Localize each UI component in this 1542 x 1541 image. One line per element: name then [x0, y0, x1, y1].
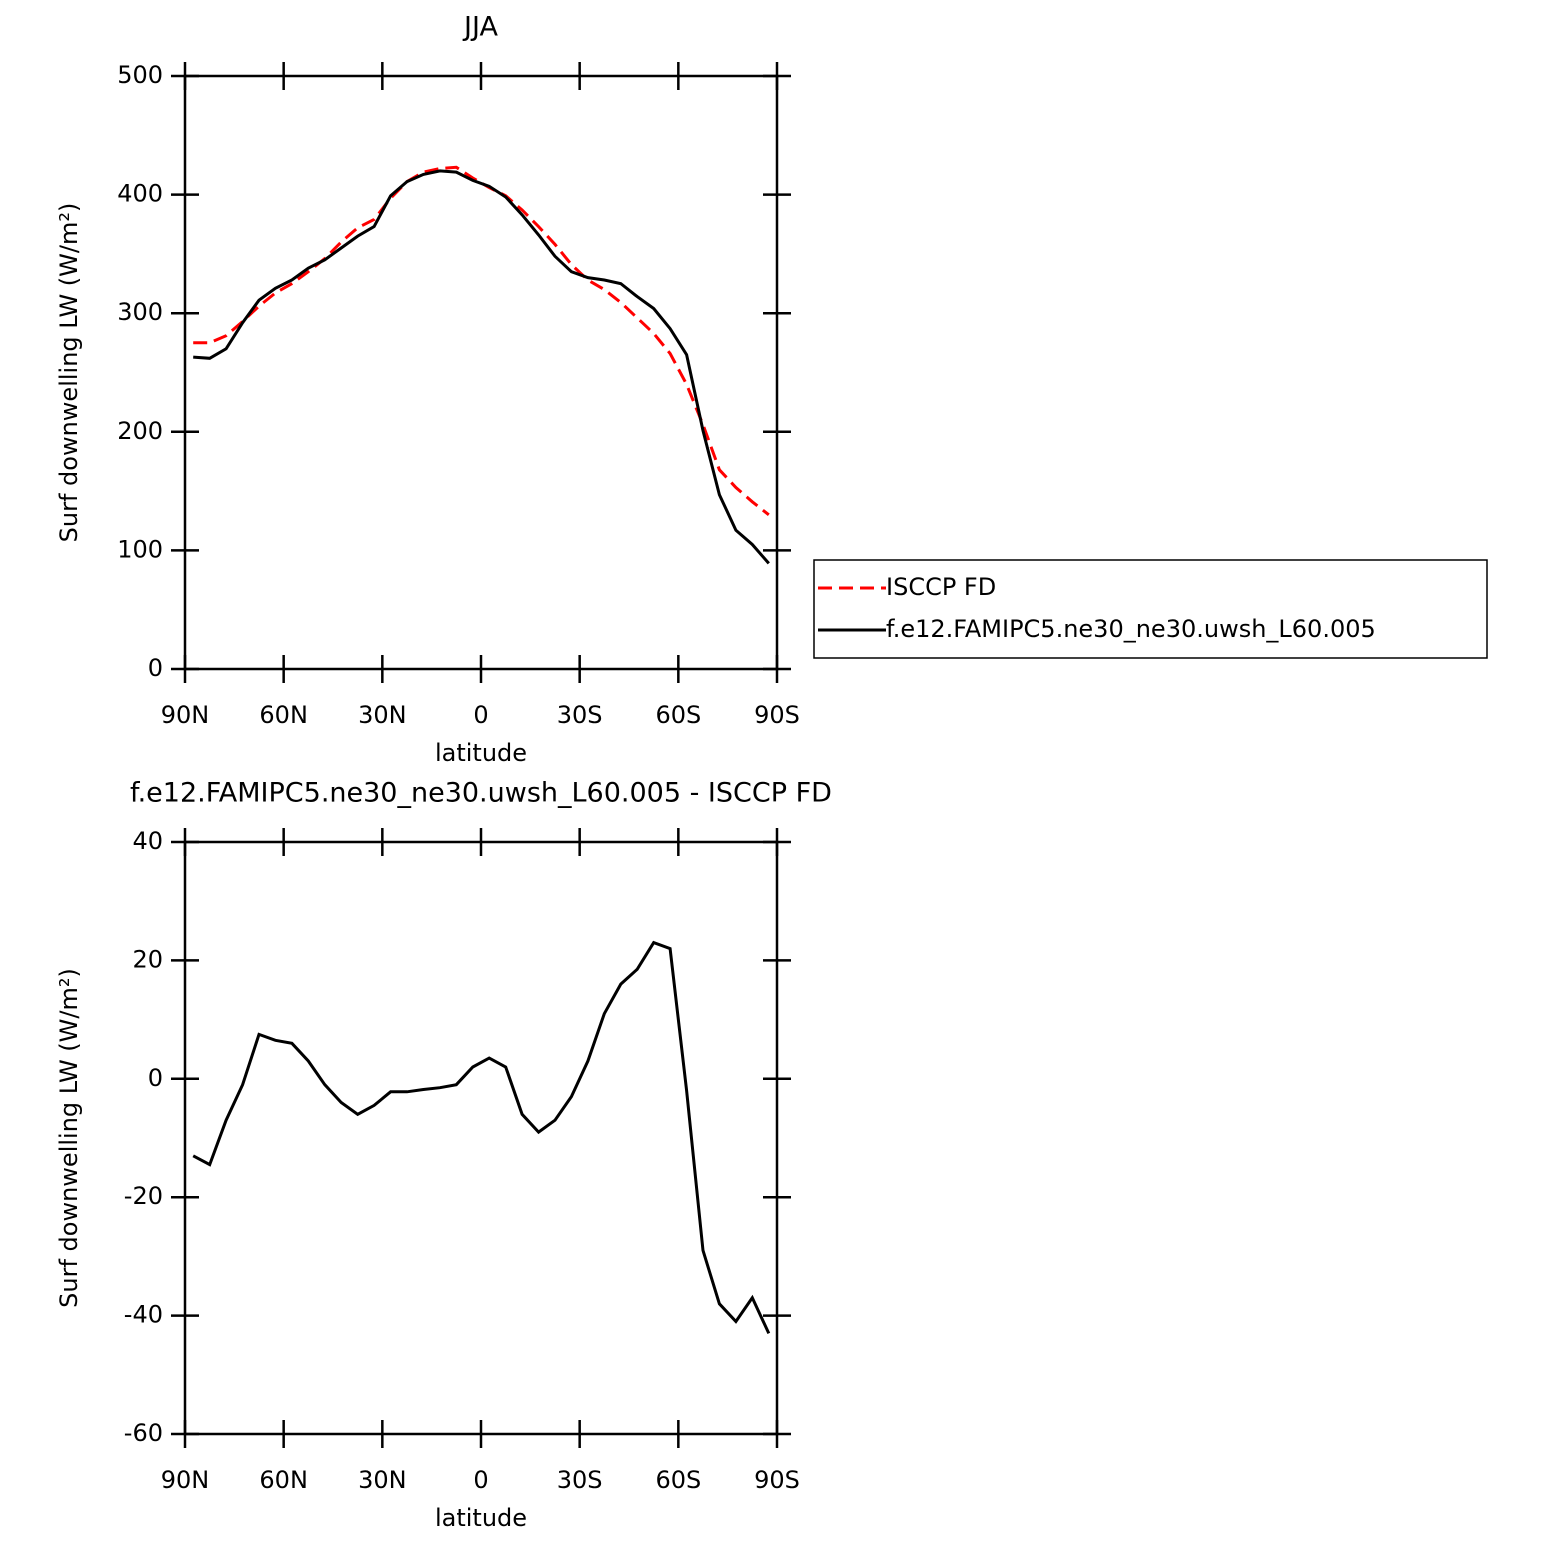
x-axis-label: latitude	[435, 739, 527, 767]
data-line	[193, 169, 770, 565]
x-tick-label: 90N	[161, 701, 210, 729]
y-tick-label: 300	[117, 298, 163, 326]
y-tick-label: -20	[124, 1182, 163, 1210]
y-tick-label: -60	[124, 1419, 163, 1447]
y-tick-label: 200	[117, 417, 163, 445]
chart-title: JJA	[462, 12, 498, 43]
x-tick-label: 60N	[259, 1466, 308, 1494]
x-tick-label: 60N	[259, 701, 308, 729]
x-tick-label: 30N	[358, 1466, 407, 1494]
x-tick-label: 30S	[557, 701, 603, 729]
x-tick-label: 30S	[557, 1466, 603, 1494]
y-tick-label: 0	[148, 1064, 163, 1092]
plot-frame	[183, 74, 779, 671]
y-tick-label: -40	[124, 1301, 163, 1329]
x-axis-label: latitude	[435, 1504, 527, 1532]
chart-title: f.e12.FAMIPC5.ne30_ne30.uwsh_L60.005 - I…	[130, 778, 832, 809]
x-tick-label: 30N	[358, 701, 407, 729]
y-tick-label: 500	[117, 61, 163, 89]
y-tick-label: 20	[132, 945, 163, 973]
y-tick-label: 0	[148, 654, 163, 682]
y-axis-label: Surf downwelling LW (W/m²)	[55, 203, 83, 543]
x-tick-label: 60S	[655, 1466, 701, 1494]
plot-frame	[183, 840, 779, 1436]
x-tick-label: 0	[473, 701, 488, 729]
y-axis-label: Surf downwelling LW (W/m²)	[55, 968, 83, 1308]
legend-label: ISCCP FD	[886, 573, 996, 601]
x-tick-label: 90N	[161, 1466, 210, 1494]
legend-label: f.e12.FAMIPC5.ne30_ne30.uwsh_L60.005	[886, 615, 1376, 643]
x-tick-label: 60S	[655, 701, 701, 729]
x-tick-label: 90S	[754, 701, 800, 729]
y-tick-label: 100	[117, 535, 163, 563]
x-tick-label: 0	[473, 1466, 488, 1494]
legend-box	[813, 559, 1488, 659]
y-tick-label: 400	[117, 180, 163, 208]
data-line	[192, 940, 771, 1335]
data-line	[193, 165, 770, 516]
x-tick-label: 90S	[754, 1466, 800, 1494]
y-tick-label: 40	[132, 827, 163, 855]
